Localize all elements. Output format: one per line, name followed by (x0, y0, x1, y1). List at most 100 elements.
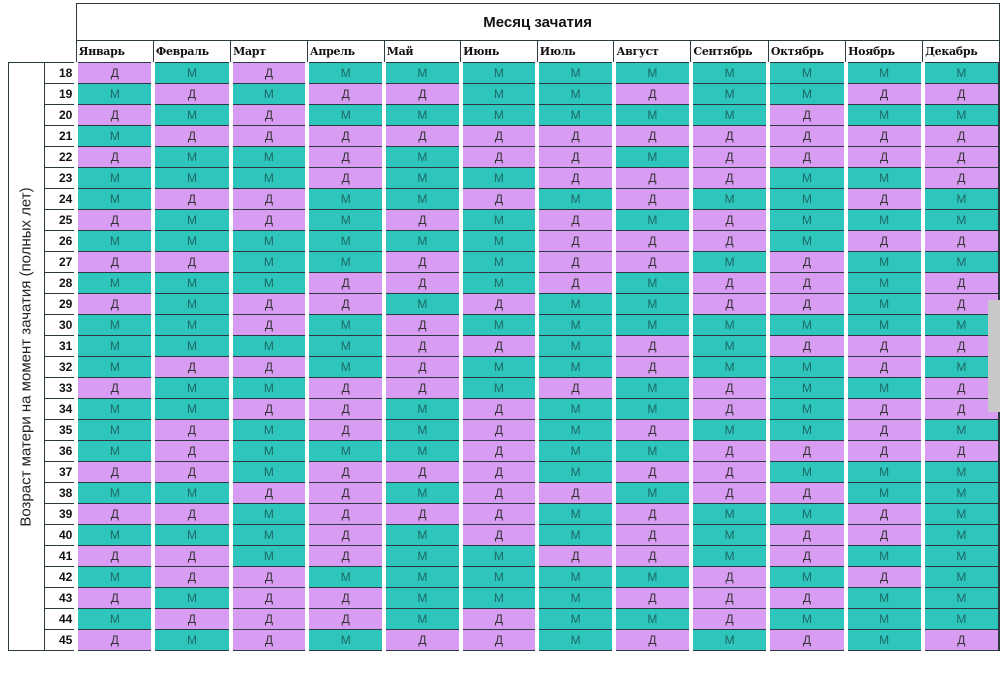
boy-cell: М (535, 419, 615, 441)
girl-cell: Д (382, 461, 462, 483)
girl-cell: Д (535, 167, 615, 189)
girl-cell: Д (305, 377, 386, 399)
girl-cell: Д (688, 125, 770, 147)
age-label: 27 (43, 251, 77, 273)
girl-cell: Д (611, 629, 692, 651)
boy-cell: М (843, 629, 924, 651)
boy-cell: М (843, 251, 924, 273)
boy-cell: М (228, 335, 309, 357)
boy-cell: М (688, 188, 770, 210)
boy-cell: М (305, 566, 386, 588)
girl-cell: Д (382, 209, 462, 231)
scrollbar[interactable] (988, 300, 1000, 412)
girl-cell: Д (458, 188, 539, 210)
boy-cell: М (305, 209, 386, 231)
girl-cell: Д (688, 566, 770, 588)
table-row: 28 М М М Д Д М Д М Д Д М Д (9, 272, 1000, 294)
girl-cell: Д (228, 314, 309, 336)
girl-cell: Д (228, 608, 309, 630)
girl-cell: Д (305, 503, 386, 525)
girl-cell: Д (228, 398, 309, 420)
girl-cell: Д (843, 230, 924, 252)
y-axis-label-cell: Возраст матери на момент зачатия (полных… (8, 62, 45, 651)
girl-cell: Д (382, 503, 462, 525)
boy-cell: М (151, 293, 232, 315)
boy-cell: М (920, 209, 1000, 231)
boy-cell: М (766, 230, 847, 252)
girl-cell: Д (611, 587, 692, 609)
boy-cell: М (611, 209, 692, 231)
boy-cell: М (920, 545, 1000, 567)
age-label: 39 (43, 503, 77, 525)
girl-cell: Д (843, 146, 924, 168)
boy-cell: М (688, 314, 770, 336)
girl-cell: Д (382, 125, 462, 147)
boy-cell: М (382, 167, 462, 189)
age-label: 42 (43, 566, 77, 588)
boy-cell: М (611, 293, 692, 315)
girl-cell: Д (228, 629, 309, 651)
boy-cell: М (382, 608, 462, 630)
age-label: 22 (43, 146, 77, 168)
girl-cell: Д (611, 545, 692, 567)
month-header: Июль (536, 40, 615, 63)
boy-cell: М (766, 167, 847, 189)
age-label: 40 (43, 524, 77, 546)
girl-cell: Д (151, 125, 232, 147)
age-label: 30 (43, 314, 77, 336)
boy-cell: М (305, 230, 386, 252)
boy-cell: М (458, 272, 539, 294)
girl-cell: Д (151, 188, 232, 210)
boy-cell: М (766, 566, 847, 588)
table-body: Возраст матери на момент зачатия (полных… (8, 62, 1000, 651)
girl-cell: Д (611, 419, 692, 441)
girl-cell: Д (688, 461, 770, 483)
boy-cell: М (920, 461, 1000, 483)
girl-cell: Д (305, 146, 386, 168)
girl-cell: Д (920, 125, 1000, 147)
boy-cell: М (766, 62, 847, 84)
boy-cell: М (688, 62, 770, 84)
girl-cell: Д (151, 608, 232, 630)
boy-cell: М (920, 524, 1000, 546)
girl-cell: Д (535, 146, 615, 168)
girl-cell: Д (535, 482, 615, 504)
age-label: 18 (43, 62, 77, 84)
girl-cell: Д (688, 440, 770, 462)
table-row: 44 М Д Д Д М Д М М Д М М М (9, 608, 1000, 630)
boy-cell: М (305, 356, 386, 378)
girl-cell: Д (843, 524, 924, 546)
boy-cell: М (151, 272, 232, 294)
girl-cell: Д (688, 482, 770, 504)
boy-cell: М (535, 608, 615, 630)
girl-cell: Д (305, 167, 386, 189)
boy-cell: М (228, 251, 309, 273)
boy-cell: М (382, 587, 462, 609)
boy-cell: М (611, 104, 692, 126)
table-row: 37 Д Д М Д Д Д М Д Д М М М (9, 461, 1000, 483)
table-row: 45 Д М Д М Д Д М Д М Д М Д (9, 629, 1000, 651)
boy-cell: М (611, 62, 692, 84)
girl-cell: Д (228, 293, 309, 315)
girl-cell: Д (382, 314, 462, 336)
boy-cell: М (74, 272, 155, 294)
boy-cell: М (611, 146, 692, 168)
girl-cell: Д (151, 251, 232, 273)
age-label: 45 (43, 629, 77, 651)
girl-cell: Д (843, 503, 924, 525)
boy-cell: М (535, 293, 615, 315)
month-header: Август (613, 40, 692, 63)
table-row: 38 М М Д Д М Д Д М Д Д М М (9, 482, 1000, 504)
girl-cell: Д (151, 440, 232, 462)
boy-cell: М (688, 356, 770, 378)
girl-cell: Д (228, 566, 309, 588)
boy-cell: М (458, 251, 539, 273)
girl-cell: Д (74, 209, 155, 231)
table-title: Месяц зачатия (75, 3, 1000, 41)
boy-cell: М (766, 314, 847, 336)
boy-cell: М (74, 608, 155, 630)
boy-cell: М (535, 62, 615, 84)
boy-cell: М (74, 188, 155, 210)
girl-cell: Д (228, 587, 309, 609)
boy-cell: М (151, 524, 232, 546)
